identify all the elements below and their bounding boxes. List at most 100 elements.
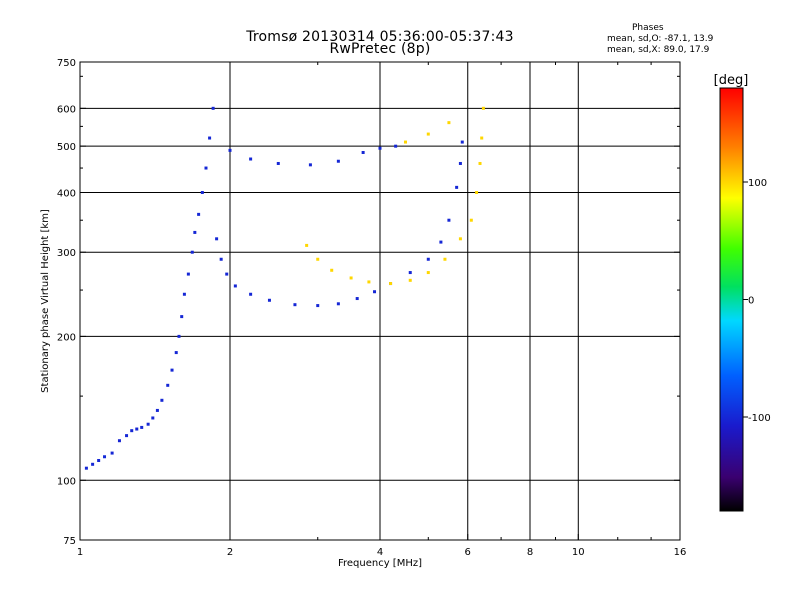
phases-stats-header: Phases <box>632 23 664 33</box>
chart-subtitle: RwPretec (8p) <box>329 41 431 57</box>
colorbar-tick-label: 100 <box>748 178 767 189</box>
data-point <box>160 398 164 402</box>
data-point <box>478 161 482 165</box>
data-point <box>336 159 340 163</box>
data-point <box>233 284 237 288</box>
data-point <box>458 237 462 241</box>
x-tick-label: 10 <box>572 547 585 558</box>
y-tick-label: 500 <box>57 142 76 153</box>
x-tick-label: 6 <box>465 547 471 558</box>
data-point <box>182 292 186 296</box>
x-tick-label: 16 <box>674 547 687 558</box>
colorbar-tick-label: -100 <box>748 413 771 424</box>
data-point <box>186 272 190 276</box>
data-point <box>394 144 398 148</box>
data-point <box>97 458 101 462</box>
data-point <box>403 140 407 144</box>
data-points <box>84 106 485 470</box>
data-point <box>355 297 359 301</box>
data-point <box>373 290 377 294</box>
data-point <box>336 302 340 306</box>
data-point <box>408 271 412 275</box>
data-point <box>460 140 464 144</box>
data-point <box>215 237 219 241</box>
data-point <box>481 106 485 110</box>
data-point <box>211 106 215 110</box>
data-point <box>170 368 174 372</box>
data-point <box>103 455 107 459</box>
data-point <box>140 425 144 429</box>
data-point <box>155 408 159 412</box>
data-point <box>293 303 297 307</box>
phases-stats-o-mode: mean, sd,O: -87.1, 13.9 <box>607 34 714 44</box>
data-point <box>249 292 253 296</box>
data-point <box>308 163 312 167</box>
data-point <box>135 427 139 431</box>
data-point <box>204 166 208 170</box>
y-tick-label: 100 <box>57 476 76 487</box>
data-point <box>458 161 462 165</box>
data-point <box>174 351 178 355</box>
data-point <box>455 185 459 189</box>
data-point <box>208 136 212 140</box>
data-point <box>130 429 134 433</box>
data-point <box>316 257 320 261</box>
data-point <box>361 150 365 154</box>
data-point <box>190 250 194 254</box>
data-point <box>146 422 150 426</box>
data-point <box>193 230 197 234</box>
y-tick-labels: 75 100 200 300 400 500 600 750 <box>57 58 680 547</box>
chart-title: Tromsø 20130314 05:36:00-05:37:43 <box>246 29 514 45</box>
data-point <box>166 383 170 387</box>
data-point <box>84 466 88 470</box>
data-point <box>267 298 271 302</box>
data-point <box>197 212 201 216</box>
data-point <box>110 451 114 455</box>
data-point <box>276 161 280 165</box>
colorbar-ticks: 100 0 -100 <box>743 178 771 424</box>
colorbar-tick-label: 0 <box>748 296 754 307</box>
data-point <box>349 276 353 280</box>
x-tick-label: 8 <box>527 547 533 558</box>
data-point <box>305 243 309 247</box>
data-point <box>426 271 430 275</box>
data-point <box>330 268 334 272</box>
phases-stats-x-mode: mean, sd,X: 89.0, 17.9 <box>607 45 710 55</box>
data-point <box>447 218 451 222</box>
y-tick-label: 750 <box>57 58 76 69</box>
x-tick-label: 4 <box>377 547 383 558</box>
data-point <box>225 272 229 276</box>
x-tick-labels: 1 2 4 6 8 10 16 <box>77 62 687 558</box>
colorbar <box>719 87 744 512</box>
y-tick-label: 400 <box>57 188 76 199</box>
data-point <box>117 439 121 443</box>
grid-lines <box>80 62 680 540</box>
y-tick-label: 600 <box>57 104 76 115</box>
data-point <box>443 257 447 261</box>
data-point <box>180 315 184 319</box>
data-point <box>316 304 320 308</box>
data-point <box>200 190 204 194</box>
data-point <box>125 434 129 438</box>
data-point <box>447 121 451 125</box>
data-point <box>480 136 484 140</box>
x-tick-label: 2 <box>227 547 233 558</box>
x-axis-label: Frequency [MHz] <box>338 558 422 569</box>
data-point <box>367 280 371 284</box>
data-point <box>439 240 443 244</box>
y-axis-label: Stationary phase Virtual Height [km] <box>40 209 51 393</box>
data-point <box>378 146 382 150</box>
y-tick-label: 300 <box>57 248 76 259</box>
data-point <box>426 257 430 261</box>
y-tick-label: 75 <box>63 536 76 547</box>
data-point <box>219 257 223 261</box>
x-tick-label: 1 <box>77 547 83 558</box>
data-point <box>408 278 412 282</box>
y-tick-label: 200 <box>57 332 76 343</box>
data-point <box>389 282 393 286</box>
data-point <box>177 334 181 338</box>
data-point <box>91 462 95 466</box>
data-point <box>426 132 430 136</box>
colorbar-label: [deg] <box>714 73 749 88</box>
